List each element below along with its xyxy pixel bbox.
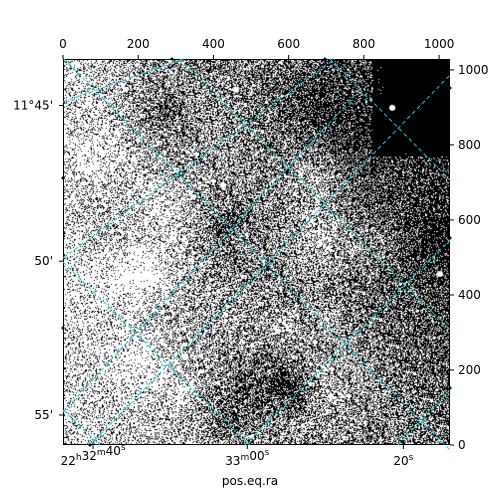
coordinate-grid-line: [244, 239, 451, 446]
right-tick-label: 600: [458, 213, 481, 227]
top-tick-label: 1000: [424, 37, 455, 51]
coordinate-grid-line: [397, 389, 451, 446]
coordinate-grid-line: [62, 409, 101, 446]
coordinate-grid-line: [62, 92, 358, 413]
grid-edge-marker: [88, 443, 92, 447]
grid-edge-marker: [61, 176, 65, 180]
coordinate-grid-line: [62, 261, 251, 446]
grid-edge-marker: [448, 86, 452, 90]
top-tick-label: 600: [277, 37, 300, 51]
right-tick-label: 1000: [458, 63, 489, 77]
coordinate-grid-line: [89, 74, 451, 446]
grid-edge-marker: [448, 386, 452, 390]
top-tick-label: 0: [59, 37, 67, 51]
right-tick-label: 400: [458, 288, 481, 302]
top-tick-label: 800: [352, 37, 375, 51]
x-axis-label: pos.eq.ra: [221, 474, 279, 488]
ra-tick-label: 22h32m40s: [61, 443, 126, 468]
right-tick-label: 0: [458, 438, 466, 452]
right-tick-label: 800: [458, 138, 481, 152]
coordinate-grid-line: [329, 58, 451, 181]
coordinate-grid-line: [62, 58, 184, 103]
coordinate-grid-line: [179, 58, 451, 331]
coordinate-grid-line: [62, 57, 451, 451]
top-tick-label: 200: [127, 37, 150, 51]
ra-tick-label: 33m00s: [225, 448, 269, 468]
top-tick-label: 400: [202, 37, 225, 51]
dec-tick-label: 55': [34, 408, 53, 422]
right-tick-label: 200: [458, 363, 481, 377]
dec-tick-label: 50': [34, 254, 53, 268]
dec-tick-label: 11°45': [13, 99, 53, 113]
grid-edge-marker: [61, 326, 65, 330]
grid-edge-marker: [170, 57, 174, 61]
grid-edge-marker: [448, 236, 452, 240]
ra-tick-label: 20s: [393, 453, 413, 468]
grid-edge-marker: [323, 57, 327, 61]
coordinate-grid-line: [62, 58, 336, 259]
